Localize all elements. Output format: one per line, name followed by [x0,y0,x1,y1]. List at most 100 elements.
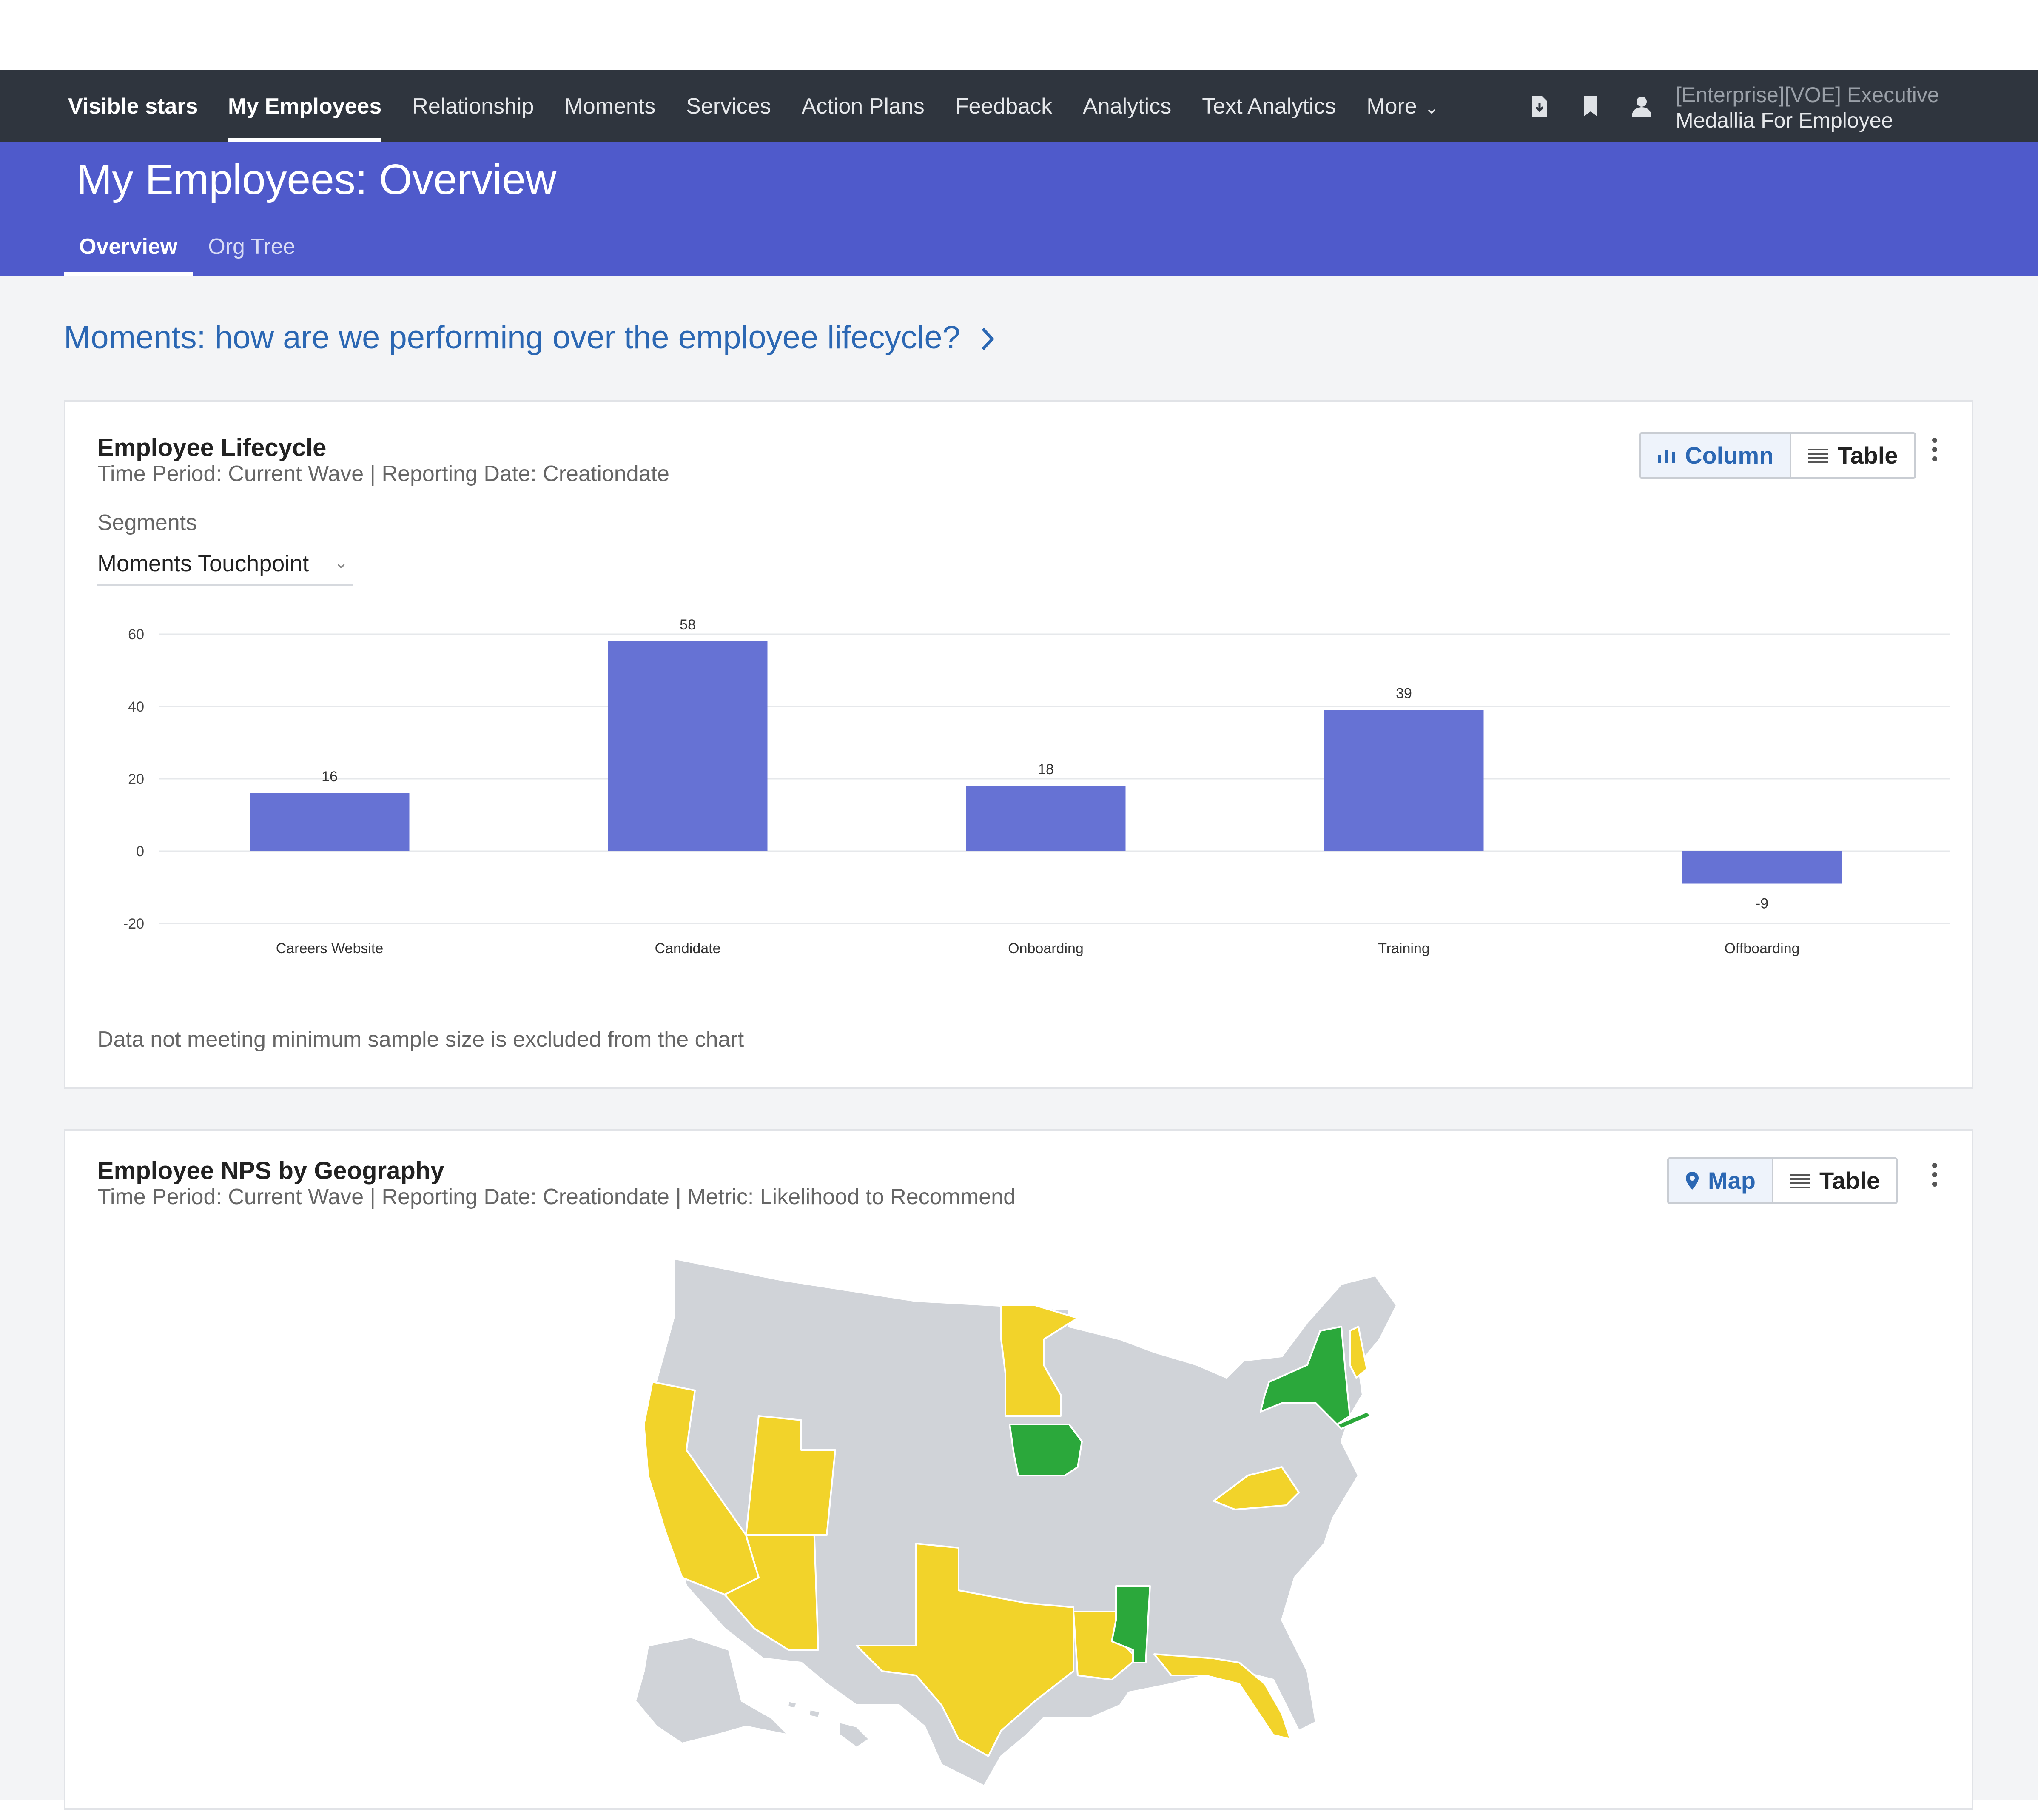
moments-section-link-text: Moments: how are we performing over the … [64,319,960,356]
nav-item-label: Analytics [1083,94,1172,119]
user-org-label: [Enterprise][VOE] Executive [1676,83,1939,107]
employee-lifecycle-card: Employee Lifecycle Time Period: Current … [64,400,1973,1089]
sample-size-note: Data not meeting minimum sample size is … [97,1027,744,1052]
segments-dropdown[interactable]: Moments Touchpoint ⌄ [97,550,353,586]
map-state-new-hampshire[interactable] [1349,1326,1368,1379]
tab-org-tree[interactable]: Org Tree [208,234,296,259]
segments-dropdown-value: Moments Touchpoint [97,551,309,576]
nav-item-relationship[interactable]: Relationship [397,70,549,142]
bar [1324,710,1484,851]
x-tick-label: Careers Website [276,940,384,957]
map-state-long-island[interactable] [1336,1411,1372,1430]
nav-item-label: Relationship [412,94,534,119]
map-region-hawaii-islands[interactable] [787,1700,821,1719]
nav-item-label: Feedback [955,94,1053,119]
map-state-virginia[interactable] [1213,1466,1300,1510]
export-icon[interactable] [1527,94,1552,119]
nav-item-label: More [1366,94,1417,119]
segments-label: Segments [97,510,197,535]
nav-item-my-employees[interactable]: My Employees [213,70,397,142]
map-state-mississippi[interactable] [1111,1585,1151,1663]
y-tick-label: 20 [128,771,144,787]
bar-value-label: 39 [1396,686,1412,702]
nav-item-label: My Employees [228,94,382,119]
user-app-label: Medallia For Employee [1676,108,1893,132]
card-subtitle: Time Period: Current Wave | Reporting Da… [97,461,669,486]
bar [1682,851,1842,884]
column-chart-icon [1658,450,1675,463]
map-view-label: Map [1708,1167,1756,1194]
moments-section-link[interactable]: Moments: how are we performing over the … [64,319,996,356]
bar [250,793,410,851]
table-view-button[interactable]: Table [1790,434,1914,477]
x-tick-label: Training [1378,940,1430,957]
bar [966,786,1126,851]
nav-item-label: Action Plans [801,94,925,119]
table-view-label: Table [1837,442,1898,469]
card-menu-kebab-icon[interactable] [1928,433,1941,476]
bar-value-label: -9 [1756,896,1768,912]
employee-nps-geography-card: Employee NPS by Geography Time Period: C… [64,1129,1973,1810]
x-tick-label: Offboarding [1724,940,1799,957]
nav-item-text-analytics[interactable]: Text Analytics [1187,70,1351,142]
sub-tabs: Overview Org Tree [64,225,310,276]
y-tick-label: 0 [136,843,144,860]
map-view-toggle: Map Table [1667,1157,1898,1204]
nav-item-moments[interactable]: Moments [549,70,671,142]
map-region-hawaii[interactable] [839,1721,870,1749]
bar-value-label: 58 [680,617,696,633]
map-state-florida[interactable] [1153,1653,1291,1740]
bar [608,641,768,851]
nav-item-services[interactable]: Services [671,70,786,142]
x-tick-label: Onboarding [1008,940,1084,957]
bar-value-label: 16 [322,769,338,785]
nav-item-action-plans[interactable]: Action Plans [786,70,940,142]
map-region-base[interactable] [643,1258,1398,1787]
nav-item-more[interactable]: More ⌄ [1351,70,1454,142]
map-view-button[interactable]: Map [1669,1159,1772,1202]
y-tick-label: 40 [128,699,144,715]
card-subtitle: Time Period: Current Wave | Reporting Da… [97,1185,1016,1209]
card-title: Employee NPS by Geography [97,1157,444,1185]
map-state-minnesota[interactable] [1000,1304,1079,1417]
card-title: Employee Lifecycle [97,434,327,461]
nav-icon-group [1527,70,1680,142]
us-nps-map [635,1258,1398,1787]
tab-overview[interactable]: Overview [64,225,193,276]
user-icon[interactable] [1629,94,1654,119]
nav-item-analytics[interactable]: Analytics [1067,70,1187,142]
nav-item-label: Services [686,94,771,119]
chevron-right-icon [982,328,994,350]
y-tick-label: -20 [123,916,144,932]
nav-item-feedback[interactable]: Feedback [940,70,1067,142]
map-state-new-york[interactable] [1260,1326,1351,1425]
y-tick-label: 60 [128,627,144,643]
chart-view-toggle: Column Table [1639,432,1916,479]
nav-menu: My Employees Relationship Moments Services A… [213,70,1454,142]
page-header: My Employees: Overview Overview Org Tree [0,142,2038,276]
map-region-alaska[interactable] [635,1636,789,1744]
brand-label[interactable]: Visible stars [68,94,198,119]
map-state-arizona[interactable] [724,1526,819,1651]
map-state-utah[interactable] [745,1415,836,1536]
top-navbar: Visible stars My Employees Relationship Mo… [0,70,2038,142]
column-view-label: Column [1685,442,1774,469]
bar-value-label: 18 [1038,761,1054,778]
user-account[interactable]: [Enterprise][VOE] Executive Medallia For… [1676,82,1939,133]
nav-item-label: Moments [564,94,656,119]
chevron-down-icon: ⌄ [334,553,348,572]
browser-top-strip [0,0,2038,71]
map-state-iowa[interactable] [1009,1424,1083,1476]
bookmark-icon[interactable] [1578,94,1603,119]
table-list-icon [1808,449,1828,463]
chevron-down-icon: ⌄ [1424,99,1439,117]
table-list-icon [1790,1174,1810,1188]
table-view-button[interactable]: Table [1772,1159,1896,1202]
map-pin-icon [1686,1172,1699,1190]
lifecycle-bar-chart: 60 40 20 0 -20 16 Careers Website 58 Candidate 18… [123,617,1950,957]
map-state-texas[interactable] [856,1543,1074,1757]
column-view-button[interactable]: Column [1641,434,1790,477]
nav-item-label: Text Analytics [1202,94,1336,119]
card-menu-kebab-icon[interactable] [1928,1159,1941,1201]
